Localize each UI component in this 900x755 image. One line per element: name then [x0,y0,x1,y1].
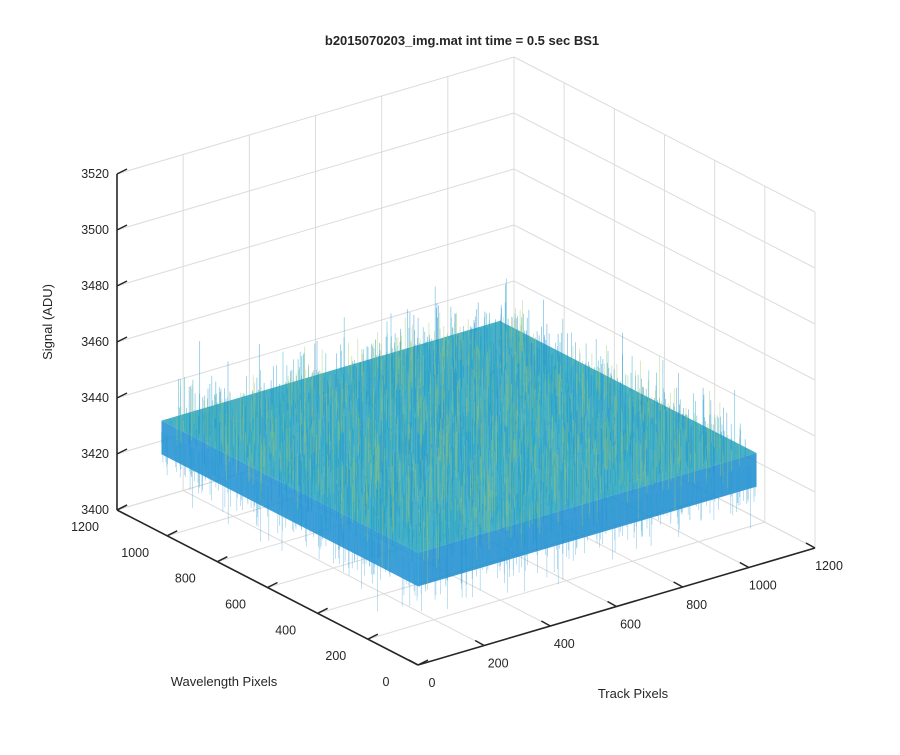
gridline-y-floor [367,521,765,640]
x-tick-label: 600 [620,618,641,632]
tick-labels: 0 200 400 600 800 1000 1200 0 200 400 600 800 1000 12… [71,167,843,690]
z-tick [116,448,128,455]
x-tick [739,561,750,569]
y-tick [317,607,329,615]
y-axis-label: Wavelength Pixels [171,674,278,689]
x-tick [805,542,816,549]
x-tick [474,639,485,647]
x-tick [540,620,551,627]
z-tick [116,336,128,343]
z-tick-label: 3440 [81,391,109,405]
chart-title: b2015070203_img.mat int time = 0.5 sec B… [325,33,599,48]
x-tick [607,600,617,608]
z-tick [116,392,128,399]
z-tick-label: 3400 [81,503,109,517]
z-tick [116,504,128,511]
x-tick-label: 400 [554,637,575,651]
x-tick [673,581,684,588]
z-tick [116,280,128,287]
surface-mesh [161,278,757,612]
y-tick-label: 1000 [121,546,149,560]
x-tick-label: 200 [488,657,509,671]
y-tick [267,581,278,589]
z-tick [116,168,128,175]
y-tick-label: 400 [275,623,296,637]
surface-texture-high [176,300,740,590]
x-axis-label: Track Pixels [598,686,669,701]
y-tick-label: 0 [383,675,390,689]
y-tick [367,633,379,640]
surface-fringe [161,431,757,612]
axes [116,168,816,666]
x-tick-label: 0 [429,676,436,690]
z-tick [116,224,128,231]
x-tick-label: 800 [686,598,707,612]
z-axis-label: Signal (ADU) [40,284,55,360]
y-tick [166,530,178,537]
z-tick-label: 3500 [81,223,109,237]
y-tick [216,555,228,563]
z-tick-label: 3520 [81,167,109,181]
z-tick-label: 3480 [81,279,109,293]
y-tick-label: 1200 [71,520,99,534]
x-tick [408,659,419,666]
z-tick-label: 3420 [81,447,109,461]
x-tick-label: 1000 [749,579,777,593]
y-tick-label: 200 [325,649,346,663]
x-tick-label: 1200 [815,559,843,573]
z-tick-label: 3460 [81,335,109,349]
y-tick [417,659,429,666]
y-tick-label: 600 [225,598,246,612]
y-tick-label: 800 [175,572,196,586]
